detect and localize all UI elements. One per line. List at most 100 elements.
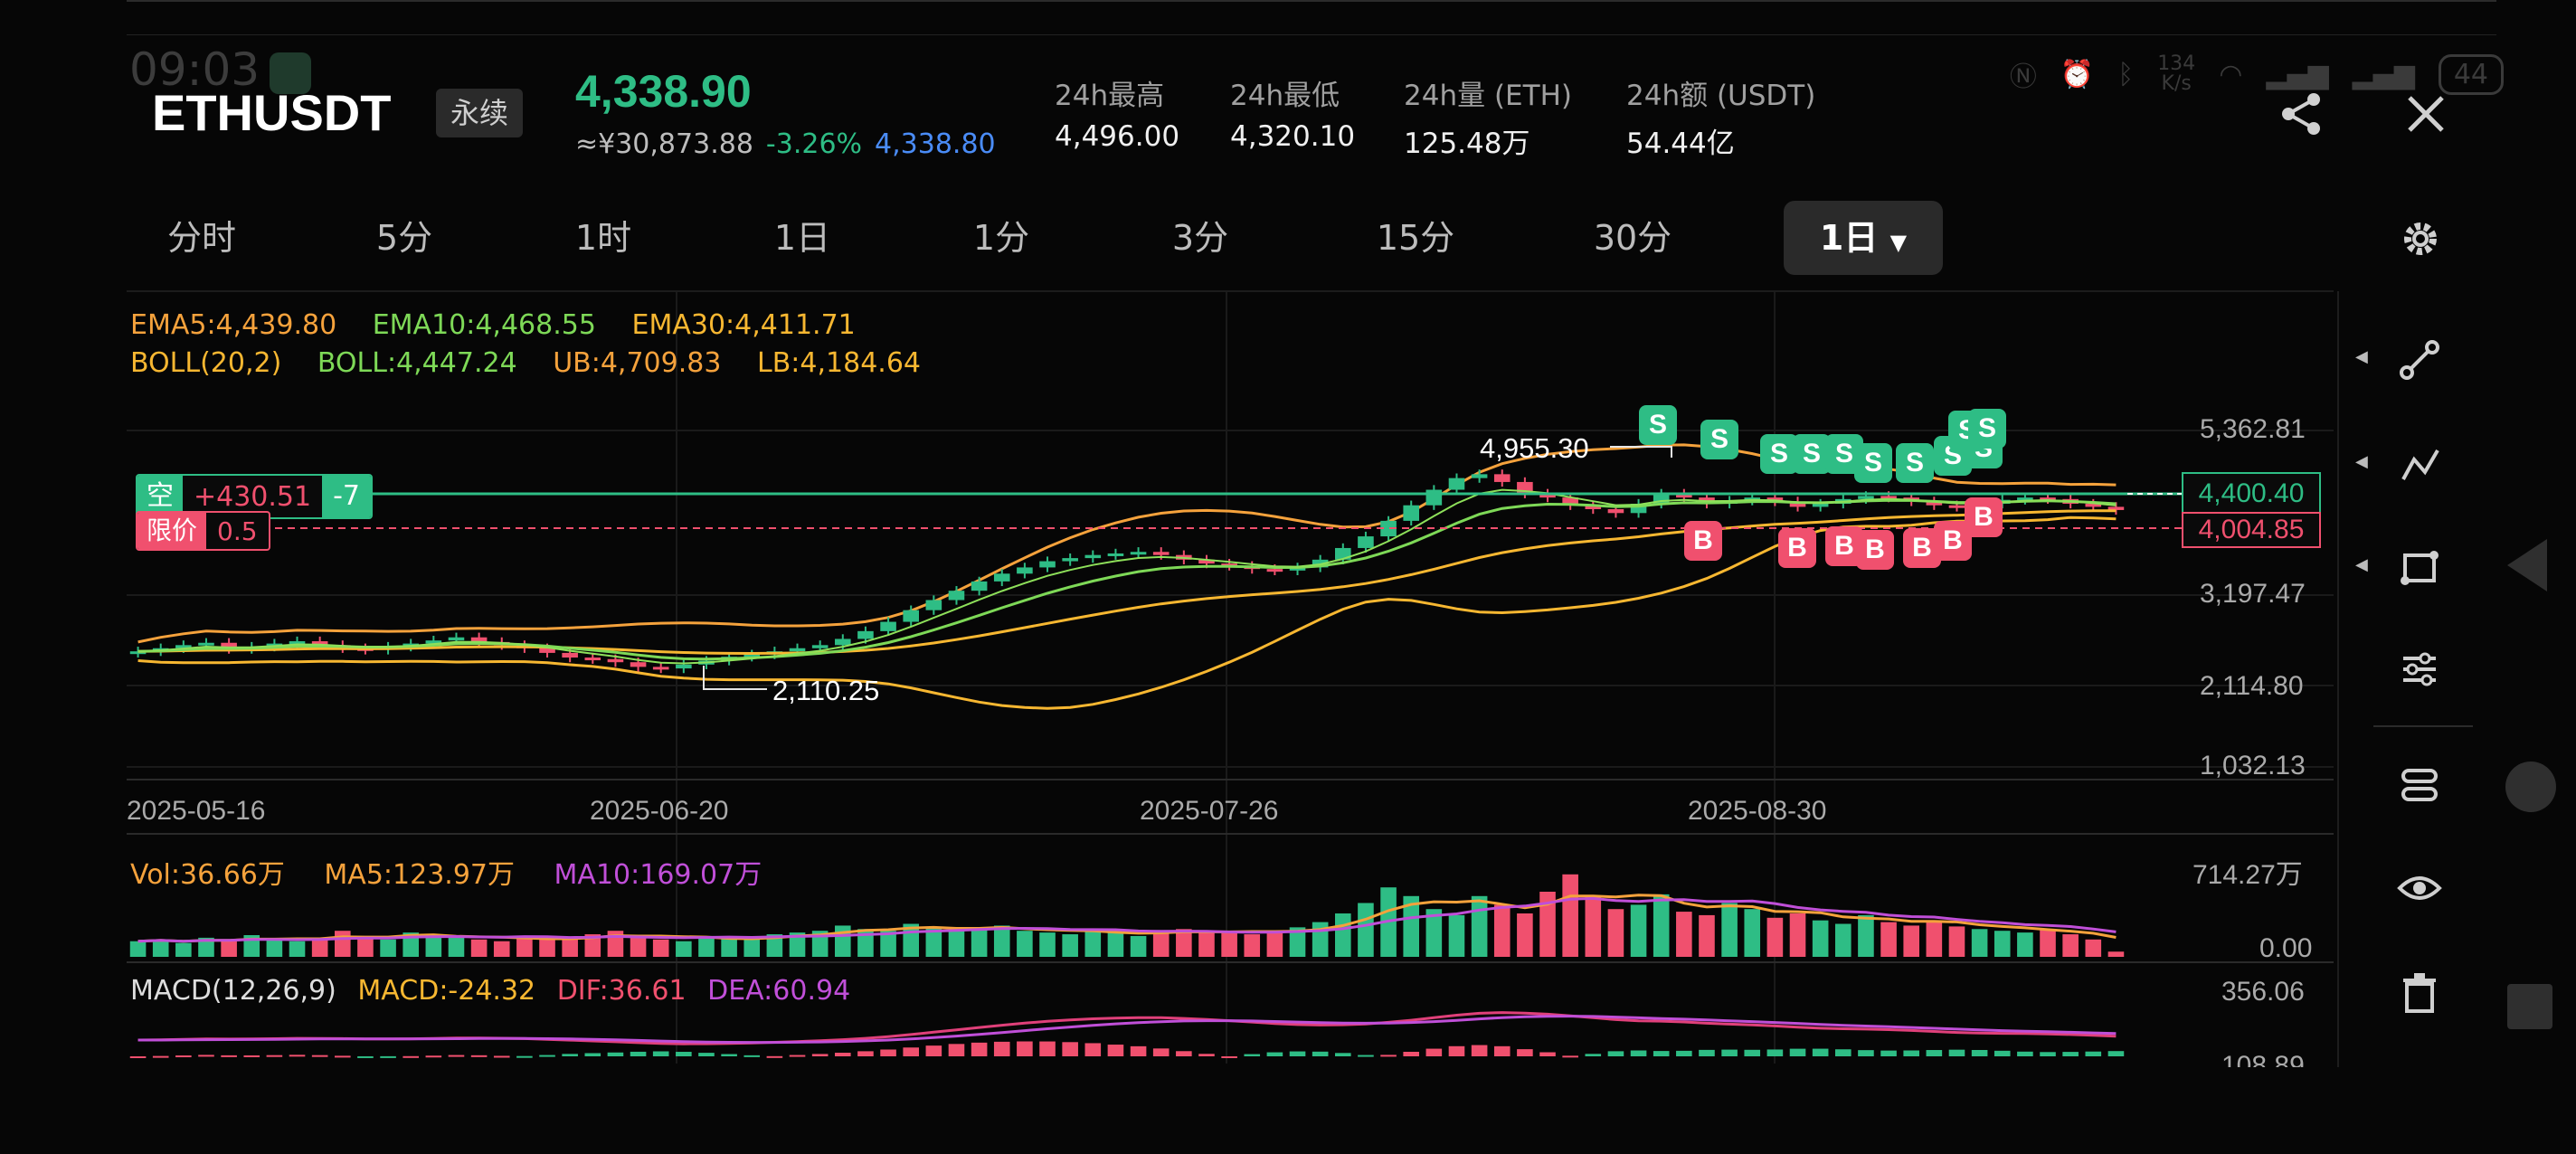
tab-5m[interactable]: 5分 (375, 218, 433, 258)
volume-bar (380, 939, 396, 957)
buy-marker[interactable]: B (1934, 521, 1972, 561)
volume-bar (971, 929, 988, 957)
candle-body (1152, 552, 1170, 555)
macd-histogram-bar (402, 1055, 420, 1058)
candle-body (811, 645, 829, 648)
price-subrow: ≈¥30,873.88 -3.26% 4,338.80 (575, 128, 996, 160)
tab-timeline[interactable]: 分时 (166, 218, 236, 258)
tab-1m[interactable]: 1分 (972, 218, 1030, 258)
x-tick-label: 2025-07-26 (1140, 796, 1279, 826)
sell-marker[interactable]: S (1793, 434, 1831, 474)
candle-body (1562, 497, 1578, 506)
fibonacci-tool-icon[interactable] (2388, 438, 2451, 492)
volume-bar (834, 925, 851, 957)
tab-1h[interactable]: 1时 (574, 218, 632, 258)
boll-upper-line (137, 443, 2117, 644)
tab-15m[interactable]: 15分 (1376, 218, 1455, 258)
macd-histogram-bar (811, 1054, 829, 1056)
shape-tool-icon[interactable] (2388, 541, 2451, 595)
position-qty: -7 (322, 476, 372, 517)
toolbar-separator (2373, 725, 2473, 727)
sell-marker[interactable]: S (1896, 443, 1934, 483)
volume-bar (993, 925, 1010, 957)
volume-bar (470, 939, 488, 957)
macd-histogram-bar (1289, 1051, 1306, 1056)
share-icon[interactable] (2276, 89, 2326, 139)
candle-body (1358, 536, 1374, 548)
volume-bar (1289, 927, 1306, 957)
volume-bar (1334, 913, 1351, 957)
sell-marker[interactable]: S (1700, 420, 1738, 459)
dif-value: DIF:36.61 (556, 975, 687, 1007)
tab-1d[interactable]: 1日 (773, 218, 831, 258)
float-button-icon[interactable] (2505, 761, 2556, 812)
candle-body (221, 642, 237, 649)
square-button-icon[interactable] (2507, 984, 2552, 1029)
volume-tick-label: 714.27万 (2192, 860, 2303, 890)
macd-histogram-bar (1789, 1048, 1806, 1056)
expand-arrow-icon[interactable]: ◀ (2355, 452, 2368, 471)
settings-gear-icon[interactable] (2399, 217, 2442, 260)
collapse-panel-icon[interactable] (2507, 539, 2547, 591)
trendline-tool-icon[interactable] (2388, 333, 2451, 387)
macd-histogram-bar (1630, 1050, 1647, 1056)
macd-histogram-bar (1403, 1051, 1420, 1056)
volume-tick-label: 0.00 (2259, 933, 2313, 963)
macd-histogram-bar (743, 1055, 761, 1057)
close-icon[interactable] (2402, 90, 2449, 137)
buy-marker[interactable]: B (1778, 528, 1816, 568)
ema5-value: EMA5:4,439.80 (130, 309, 337, 341)
sell-marker[interactable]: S (1854, 443, 1892, 483)
macd-histogram-bar (925, 1045, 942, 1056)
volume-bar (1766, 917, 1784, 957)
candle-body (1425, 489, 1443, 506)
vol-value: Vol:36.66万 (130, 859, 285, 891)
trash-icon[interactable] (2388, 966, 2451, 1020)
buy-marker[interactable]: B (1965, 497, 2003, 537)
sell-marker[interactable]: S (1760, 434, 1798, 474)
sell-marker[interactable]: S (1968, 409, 2006, 449)
macd-histogram-bar (834, 1053, 851, 1056)
symbol-name[interactable]: ETHUSDT (152, 84, 392, 141)
signal-2-icon: ▂▄▆ (2352, 58, 2415, 90)
macd-histogram-bar (1880, 1050, 1897, 1056)
tab-30m[interactable]: 30分 (1593, 218, 1672, 258)
macd-histogram-bar (652, 1051, 669, 1056)
position-side: 空 (137, 476, 183, 517)
link-tool-icon[interactable] (2388, 758, 2451, 812)
eye-icon[interactable] (2388, 861, 2451, 915)
tab-3m[interactable]: 3分 (1171, 218, 1229, 258)
expand-arrow-icon[interactable]: ◀ (2355, 555, 2368, 574)
contract-type-badge: 永续 (436, 89, 523, 137)
buy-marker[interactable]: B (1684, 521, 1722, 561)
limit-order-price-label: 4,004.85 (2182, 512, 2321, 548)
volume-bar (516, 935, 533, 957)
candle-body (289, 641, 306, 645)
candle-body (470, 637, 488, 642)
high-annotation-line (1610, 446, 1672, 458)
sell-marker[interactable]: S (1639, 405, 1677, 445)
limit-order-tag[interactable]: 限价 0.5 (136, 511, 270, 551)
net-speed: 134 K/s (2157, 52, 2196, 95)
indicator-settings-icon[interactable] (2388, 642, 2451, 696)
tab-active-interval[interactable]: 1日 ▼ (1784, 201, 1943, 275)
bluetooth-icon: ᛒ (2117, 58, 2135, 90)
volume-bar (2017, 932, 2033, 957)
macd-histogram-bar (880, 1049, 896, 1056)
cny-price: ≈¥30,873.88 (575, 128, 753, 160)
macd-histogram-bar (129, 1056, 147, 1058)
y-tick-label: 2,114.80 (2200, 671, 2304, 701)
macd-histogram-bar (903, 1047, 920, 1056)
macd-histogram-bar (1653, 1051, 1670, 1056)
candle-body (743, 654, 761, 657)
y-tick-label: 5,362.81 (2200, 414, 2306, 444)
candle-body (1062, 558, 1078, 562)
macd-histogram-bar (584, 1053, 601, 1056)
macd-histogram-bar (1084, 1043, 1102, 1056)
y-tick-label: 1,032.13 (2200, 751, 2306, 780)
macd-histogram-bar (1539, 1052, 1556, 1056)
buy-marker[interactable]: B (1856, 530, 1894, 570)
macd-histogram-bar (425, 1055, 442, 1058)
expand-arrow-icon[interactable]: ◀ (2355, 347, 2368, 366)
